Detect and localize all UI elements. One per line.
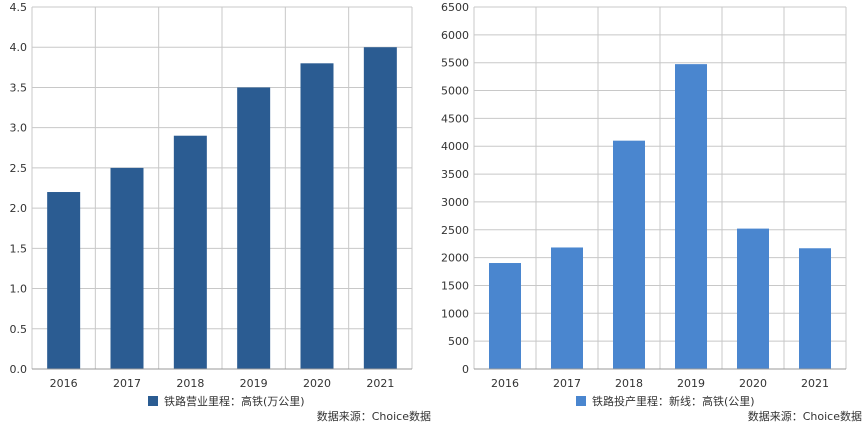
x-tick-label: 2020 [739, 377, 767, 390]
x-tick-label: 2016 [50, 377, 78, 390]
bar [237, 87, 271, 369]
y-tick-label: 2000 [441, 252, 469, 265]
y-tick-label: 4000 [441, 140, 469, 153]
x-tick-label: 2020 [303, 377, 331, 390]
y-tick-label: 5000 [441, 85, 469, 98]
bar [613, 140, 645, 369]
legend-swatch [148, 396, 158, 406]
bar [363, 47, 397, 369]
y-tick-label: 3000 [441, 196, 469, 209]
x-tick-label: 2017 [553, 377, 581, 390]
bar [799, 248, 831, 369]
y-tick-label: 1500 [441, 279, 469, 292]
bar [110, 167, 144, 369]
y-tick-label: 6000 [441, 29, 469, 42]
y-tick-label: 1000 [441, 307, 469, 320]
y-tick-label: 5500 [441, 57, 469, 70]
y-tick-label: 0 [462, 363, 469, 376]
y-tick-label: 6500 [441, 1, 469, 14]
bar [551, 247, 583, 369]
source-note: 数据来源：Choice数据 [317, 409, 431, 423]
y-tick-label: 0.5 [10, 323, 28, 336]
y-tick-label: 2.5 [10, 162, 28, 175]
y-tick-label: 3.0 [10, 122, 28, 135]
y-tick-label: 3.5 [10, 81, 28, 94]
x-tick-label: 2018 [615, 377, 643, 390]
y-tick-label: 4.0 [10, 41, 28, 54]
chart-railway-operating-mileage: 0.0 0.5 1.0 1.5 2.0 2.5 3.0 3.5 4.0 4.5 2016 2017 20… [10, 1, 432, 423]
x-tick-label: 2019 [677, 377, 705, 390]
x-tick-label: 2016 [491, 377, 519, 390]
x-tick-label: 2021 [366, 377, 394, 390]
y-tick-label: 1.5 [10, 242, 28, 255]
y-tick-label: 2.0 [10, 202, 28, 215]
chart-railway-new-lines: 0 500 1000 1500 2000 2500 3000 3500 4000 4500 5000… [441, 1, 862, 423]
y-tick-label: 0.0 [10, 363, 28, 376]
bar [300, 63, 334, 370]
x-tick-label: 2021 [801, 377, 829, 390]
source-note: 数据来源：Choice数据 [748, 409, 862, 423]
y-tick-label: 2500 [441, 224, 469, 237]
x-tick-label: 2017 [113, 377, 141, 390]
bar [489, 263, 521, 369]
x-tick-label: 2019 [240, 377, 268, 390]
legend-label: 铁路投产里程：新线：高铁(公里) [592, 394, 755, 408]
bar [47, 192, 81, 369]
y-tick-label: 3500 [441, 168, 469, 181]
legend-swatch [576, 396, 586, 406]
bar [737, 228, 769, 369]
bar [675, 64, 707, 369]
legend-label: 铁路营业里程：高铁(万公里) [164, 394, 305, 408]
y-tick-label: 4.5 [10, 1, 28, 14]
bar [173, 135, 207, 369]
y-tick-label: 4500 [441, 112, 469, 125]
y-tick-label: 500 [448, 335, 469, 348]
x-tick-label: 2018 [176, 377, 204, 390]
y-tick-label: 1.0 [10, 283, 28, 296]
